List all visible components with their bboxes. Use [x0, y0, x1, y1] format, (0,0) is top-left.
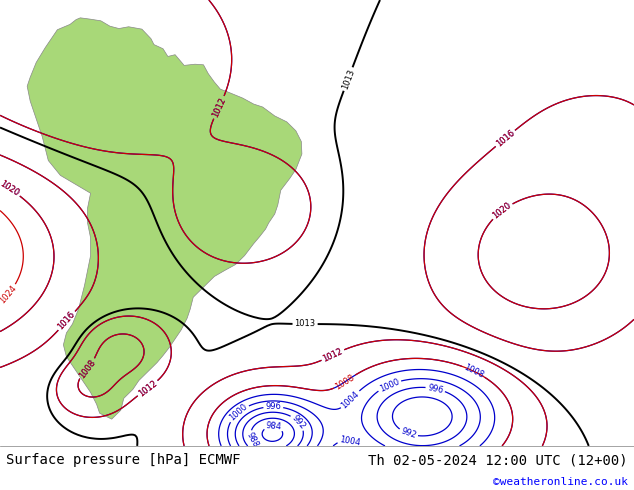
Text: 1004: 1004 [340, 389, 361, 410]
Text: Th 02-05-2024 12:00 UTC (12+00): Th 02-05-2024 12:00 UTC (12+00) [368, 453, 628, 467]
Text: Surface pressure [hPa] ECMWF: Surface pressure [hPa] ECMWF [6, 453, 241, 467]
Text: 992: 992 [290, 413, 307, 431]
Text: 1020: 1020 [0, 179, 21, 198]
Text: 1000: 1000 [378, 377, 401, 393]
Text: 1020: 1020 [491, 201, 513, 221]
Text: ©weatheronline.co.uk: ©weatheronline.co.uk [493, 477, 628, 487]
Polygon shape [27, 18, 302, 419]
Text: 1000: 1000 [228, 402, 249, 423]
Text: 1012: 1012 [137, 378, 159, 398]
Text: 1004: 1004 [339, 435, 361, 447]
Text: 1016: 1016 [495, 128, 516, 148]
Text: 1013: 1013 [294, 319, 316, 329]
Text: 992: 992 [399, 427, 417, 441]
Text: 1012: 1012 [137, 378, 159, 398]
Text: 1013: 1013 [340, 68, 356, 91]
Text: 1012: 1012 [321, 346, 344, 364]
Text: 1012: 1012 [210, 96, 228, 119]
Text: 996: 996 [427, 383, 444, 395]
Text: 984: 984 [265, 421, 282, 432]
Text: 996: 996 [266, 402, 281, 411]
Text: 1012: 1012 [321, 346, 344, 364]
Text: 1012: 1012 [210, 96, 228, 119]
Text: 988: 988 [245, 431, 260, 449]
Text: 1008: 1008 [77, 357, 98, 380]
Text: 1020: 1020 [491, 201, 513, 221]
Text: 1024: 1024 [0, 283, 18, 305]
Text: 1016: 1016 [495, 128, 516, 148]
Text: 1008: 1008 [462, 363, 485, 380]
Text: 1020: 1020 [0, 179, 21, 198]
Text: 1016: 1016 [56, 310, 77, 332]
Text: 1008: 1008 [333, 372, 356, 392]
Text: 1008: 1008 [77, 357, 98, 380]
Text: 1016: 1016 [56, 310, 77, 332]
